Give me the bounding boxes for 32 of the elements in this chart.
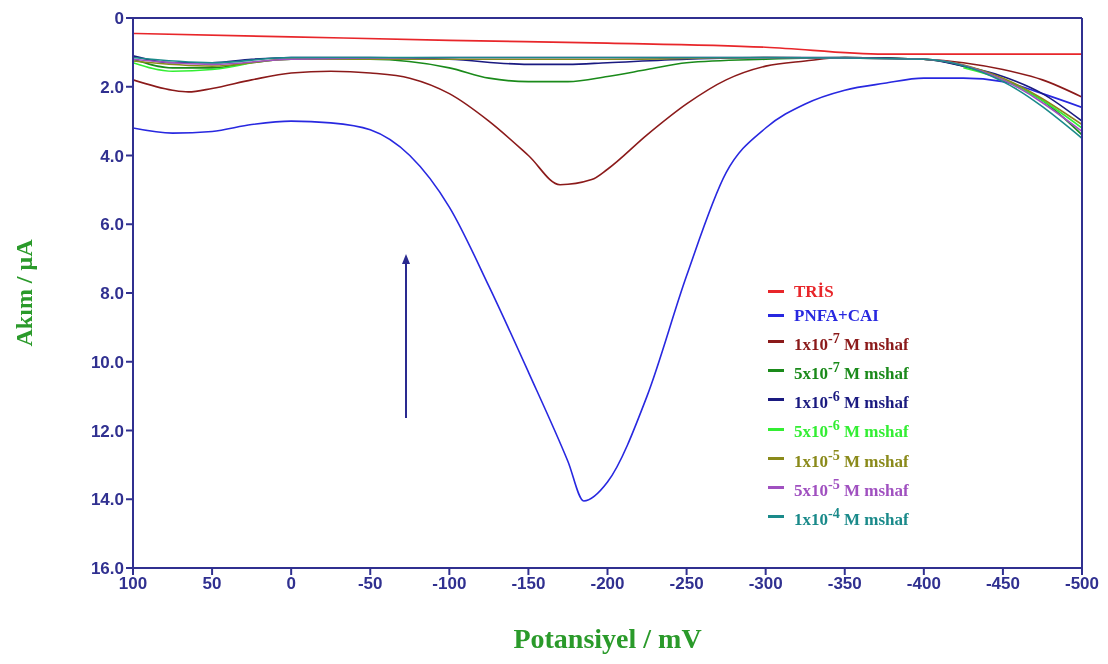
legend-label: 1x10$^{-6}$ M mshaf <box>794 387 909 414</box>
y-tick-label: 12.0 <box>90 421 124 441</box>
x-tick-label: -150 <box>511 574 546 594</box>
legend-label: PNFA+CAI <box>794 304 879 327</box>
x-tick-label: -50 <box>357 574 383 594</box>
legend-label: 1x10$^{-5}$ M mshaf <box>794 445 909 473</box>
legend-label: 1x10$^{-7}$ M mshaf <box>794 329 909 356</box>
y-tick-label: 6.0 <box>100 215 124 235</box>
x-tick-label: -200 <box>590 574 625 594</box>
x-tick-label: -100 <box>432 574 467 594</box>
y-tick-label: 2.0 <box>100 77 124 97</box>
y-tick-label: 10.0 <box>90 352 124 372</box>
x-tick-label: -500 <box>1064 574 1100 594</box>
legend-label: 1x10$^{-4}$ M mshaf <box>794 503 909 531</box>
y-axis-title: Akım / μA <box>10 238 37 347</box>
legend-label: 5x10$^{-6}$ M mshaf <box>794 416 909 444</box>
y-tick-label: 4.0 <box>100 146 124 166</box>
x-tick-label: -250 <box>669 574 704 594</box>
legend-label: TRİS <box>794 281 834 303</box>
x-axis-title: Potansiyel / mV <box>513 623 702 654</box>
x-tick-label: -400 <box>906 574 941 594</box>
x-tick-label: 100 <box>118 574 148 594</box>
legend-label: 5x10$^{-5}$ M mshaf <box>794 474 909 502</box>
x-tick-label: -450 <box>985 574 1020 594</box>
x-tick-label: 0 <box>286 574 296 594</box>
x-tick-label: -350 <box>827 574 862 594</box>
x-tick-label: 50 <box>202 574 222 594</box>
y-tick-label: 14.0 <box>90 490 124 510</box>
x-tick-label: -300 <box>748 574 783 594</box>
y-tick-label: 8.0 <box>100 284 124 304</box>
y-tick-label: 0 <box>114 9 124 29</box>
legend-label: 5x10$^{-7}$ M mshaf <box>794 358 909 385</box>
